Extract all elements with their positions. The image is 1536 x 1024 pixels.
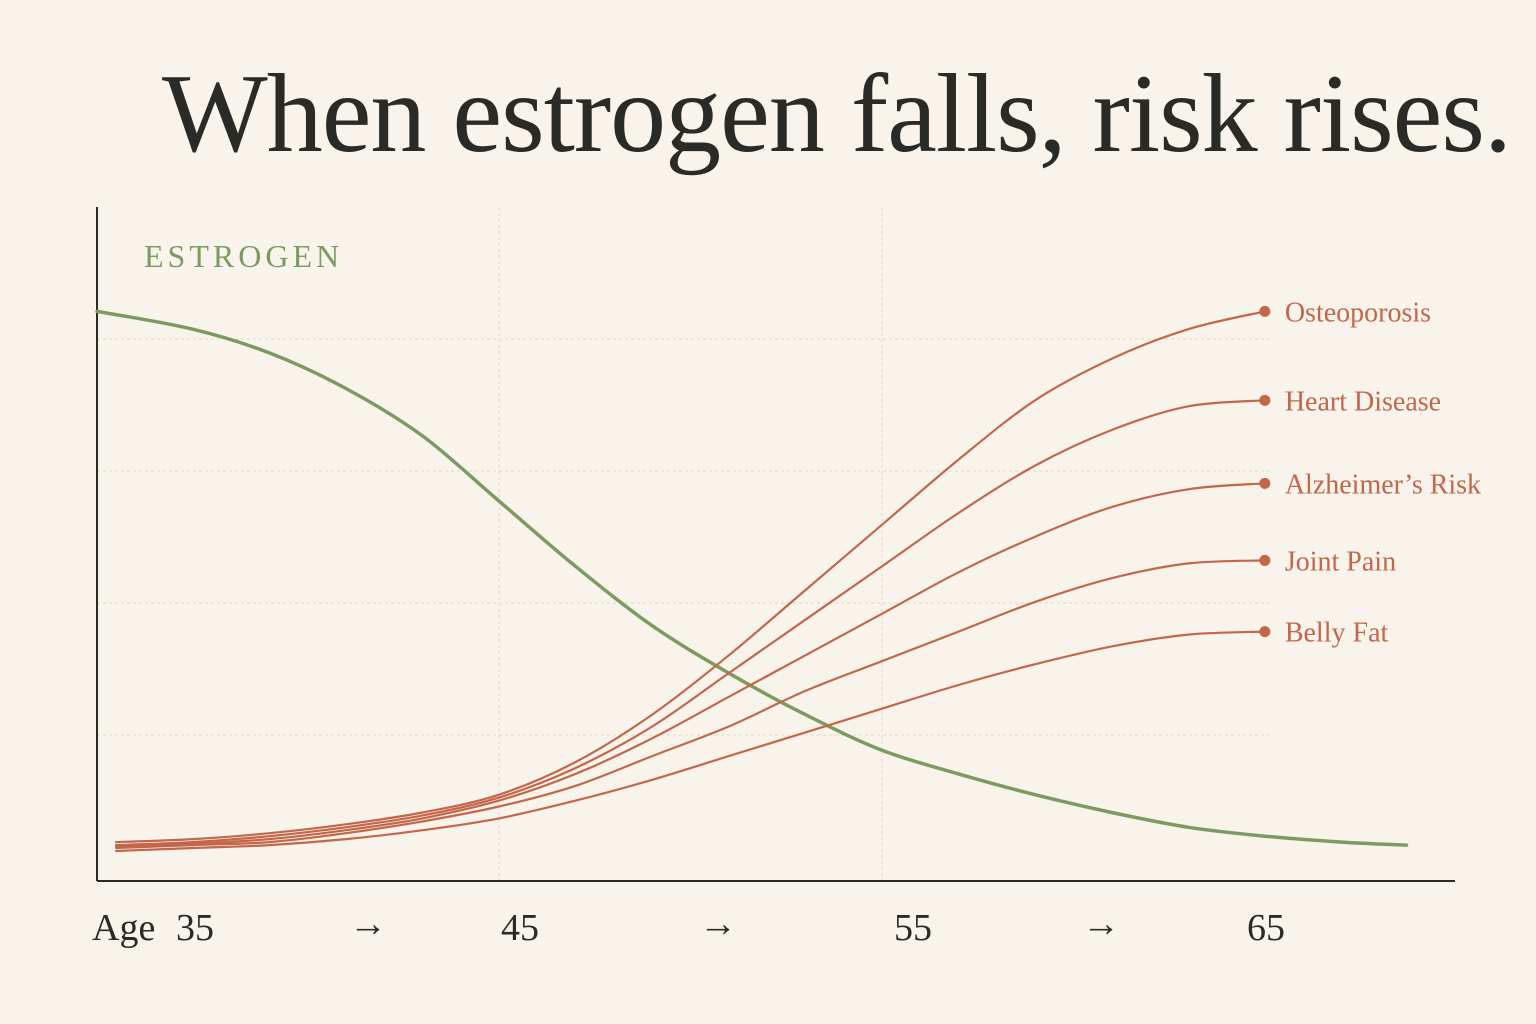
axes-layer: [96, 207, 1455, 882]
risk-series-line: [115, 310, 1266, 844]
x-tick-label: 45: [501, 907, 539, 949]
risk-series-line: [115, 559, 1266, 850]
risk-series-line: [115, 399, 1266, 847]
arrow-separator: →: [699, 903, 737, 945]
series-label: Joint Pain: [1285, 546, 1396, 577]
series-end-point: [1259, 554, 1271, 566]
series-end-point: [1259, 477, 1271, 489]
label-layer: Age 35 45 55 65 → → → ESTROGEN Osteoporosis Heart …: [92, 238, 1481, 949]
estrogen-line: [95, 309, 1409, 847]
series-label: Osteoporosis: [1285, 297, 1431, 328]
risk-series-layer: [115, 305, 1271, 853]
series-end-point: [1259, 305, 1271, 317]
arrow-separator: →: [1082, 903, 1120, 945]
x-tick-label: 35: [176, 907, 214, 949]
x-tick-label: 55: [894, 907, 932, 949]
series-label: Alzheimer’s Risk: [1285, 469, 1481, 500]
grid-layer: [97, 207, 1270, 881]
estrogen-label: ESTROGEN: [144, 238, 343, 274]
risk-series-line: [115, 630, 1266, 853]
arrow-separator: →: [349, 903, 387, 945]
series-label: Heart Disease: [1285, 386, 1441, 417]
series-end-point: [1259, 626, 1271, 638]
risk-series-line: [115, 482, 1266, 848]
estrogen-layer: [95, 309, 1409, 847]
chart-title: When estrogen falls, risk rises.: [162, 52, 1512, 176]
series-label: Belly Fat: [1285, 618, 1389, 649]
x-tick-label: 65: [1247, 907, 1285, 949]
x-axis-label: Age: [92, 907, 155, 949]
series-end-point: [1259, 394, 1271, 406]
